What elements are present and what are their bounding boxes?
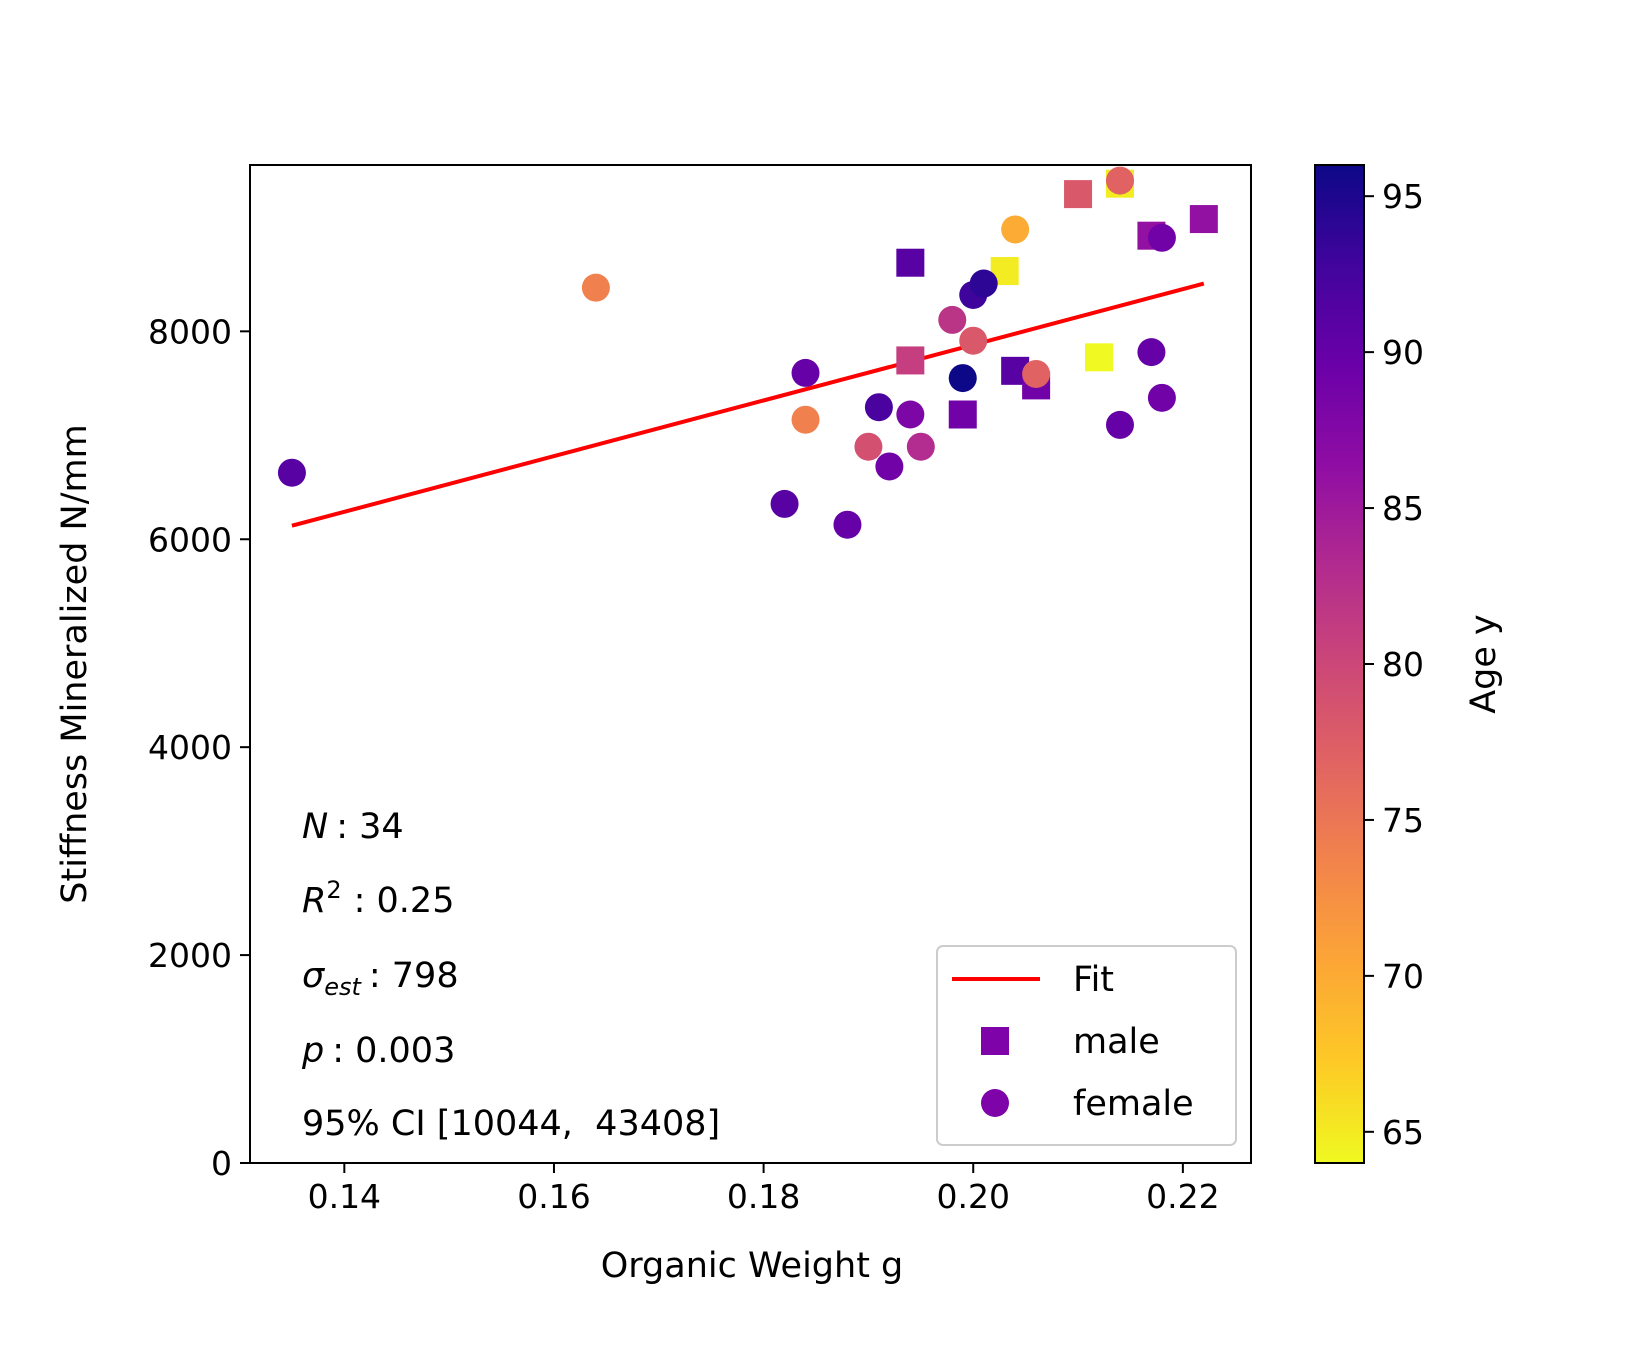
female-point <box>875 452 904 481</box>
female-point <box>1105 410 1134 439</box>
y-tick-label: 6000 <box>148 520 232 559</box>
stat-p: p: 0.003 <box>301 1031 455 1071</box>
female-point <box>959 326 988 355</box>
female-point <box>791 405 820 434</box>
male-point <box>896 346 925 375</box>
y-tick-label: 8000 <box>148 312 232 351</box>
x-tick-label: 0.22 <box>1146 1177 1219 1216</box>
colorbar-tick-label: 80 <box>1382 645 1424 684</box>
female-point <box>581 273 610 302</box>
y-axis-title: Stiffness Mineralized N/mm <box>55 424 95 903</box>
female-point <box>277 458 306 487</box>
colorbar-tick-label: 95 <box>1382 177 1424 216</box>
colorbar-tick-label: 75 <box>1382 801 1424 840</box>
x-tick-label: 0.14 <box>308 1177 381 1216</box>
legend-male-label: male <box>1073 1022 1160 1062</box>
legend-female-label: female <box>1073 1084 1194 1124</box>
y-tick-label: 2000 <box>148 936 232 975</box>
female-point <box>906 432 935 461</box>
stat-sigma: σest: 798 <box>302 956 459 1001</box>
legend: Fit male female <box>936 945 1237 1146</box>
colorbar-tick-label: 90 <box>1382 333 1424 372</box>
male-point <box>1085 343 1114 372</box>
male-point <box>1064 180 1093 209</box>
female-point <box>1137 338 1166 367</box>
x-tick-label: 0.18 <box>727 1177 800 1216</box>
colorbar-tick-label: 85 <box>1382 489 1424 528</box>
female-point <box>1147 383 1176 412</box>
x-axis-title: Organic Weight g <box>601 1246 904 1286</box>
plot-frame <box>249 164 1252 1164</box>
colorbar: 65 70 75 80 85 90 95 Age y <box>1314 164 1504 1164</box>
female-point <box>1001 215 1030 244</box>
female-point <box>896 400 925 429</box>
stat-ci: 95% CI [10044, 43408] <box>302 1104 720 1144</box>
female-point <box>833 510 862 539</box>
female-point <box>1022 359 1051 388</box>
colorbar-tick-label: 70 <box>1382 957 1424 996</box>
colorbar-gradient <box>1314 164 1365 1164</box>
y-tick-label: 0 <box>211 1144 232 1183</box>
female-point <box>938 305 967 334</box>
legend-female-swatch <box>981 1089 1009 1117</box>
female-point <box>969 269 998 298</box>
legend-male-swatch <box>981 1027 1009 1055</box>
male-point <box>1189 205 1218 234</box>
female-point <box>864 393 893 422</box>
stats-annotation: N: 34 R2: 0.25 σest: 798 p: 0.003 95% CI… <box>301 807 720 1144</box>
female-point <box>1105 166 1134 195</box>
stat-n: N: 34 <box>302 807 404 847</box>
x-tick-label: 0.16 <box>517 1177 590 1216</box>
fit-line <box>291 281 1205 528</box>
y-tick-label: 4000 <box>148 728 232 767</box>
colorbar-tick-label: 65 <box>1382 1113 1424 1152</box>
male-point <box>948 400 977 429</box>
stat-r2: R2: 0.25 <box>302 876 454 921</box>
female-point <box>948 364 977 393</box>
female-point <box>770 489 799 518</box>
female-point <box>854 432 883 461</box>
female-point <box>1147 223 1176 252</box>
legend-box <box>936 945 1237 1146</box>
colorbar-title: Age y <box>1464 614 1504 714</box>
legend-fit-label: Fit <box>1073 960 1114 1000</box>
x-tick-label: 0.20 <box>936 1177 1009 1216</box>
female-point <box>791 358 820 387</box>
male-point <box>896 248 925 277</box>
